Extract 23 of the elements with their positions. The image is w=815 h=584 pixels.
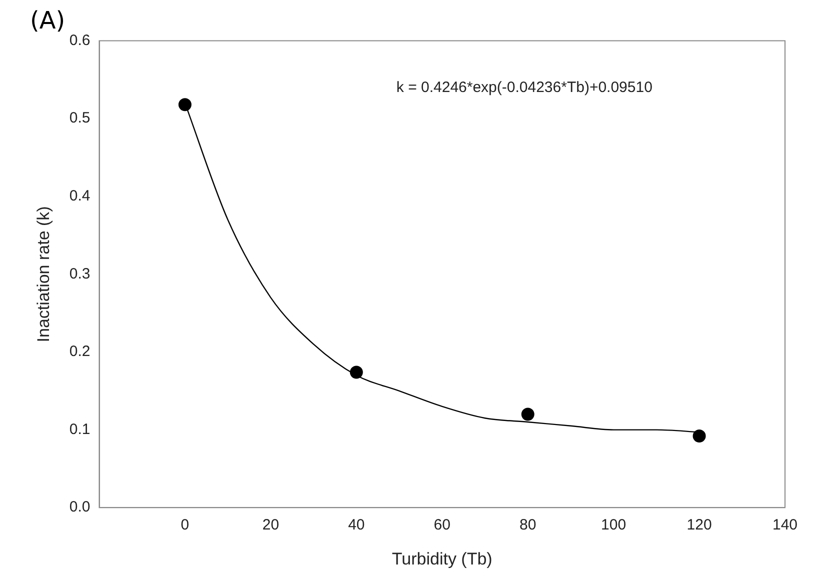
x-tick-label: 60 [434,516,450,534]
x-tick-label: 20 [262,516,280,534]
point [692,430,706,443]
y-tick-label: 0.4 [69,188,90,205]
point [350,366,363,379]
x-tick-label: 140 [772,516,798,534]
chart-title: (A) [30,6,66,35]
y-tick-label: 0.5 [69,110,90,127]
x-axis-title: Turbidity (Tb) [392,549,492,568]
x-tick-label: 120 [686,516,712,534]
point [521,408,534,421]
y-tick-label: 0.3 [69,265,90,282]
annotation: k = 0.4246*exp(-0.04236*Tb)+0.09510 [396,78,652,96]
x-tick-label: 40 [348,516,365,534]
point [178,98,192,112]
x-tick-label: 100 [601,516,626,534]
x-tick-label: 0 [180,516,190,534]
y-tick-label: 0.1 [69,420,90,438]
y-tick-label: 0.2 [69,343,90,360]
y-tick-label: 0.6 [69,32,90,49]
y-tick-label: 0.0 [69,498,90,516]
x-tick-label: 80 [520,516,536,534]
y-axis-title: Inactiation rate (k) [34,206,53,342]
